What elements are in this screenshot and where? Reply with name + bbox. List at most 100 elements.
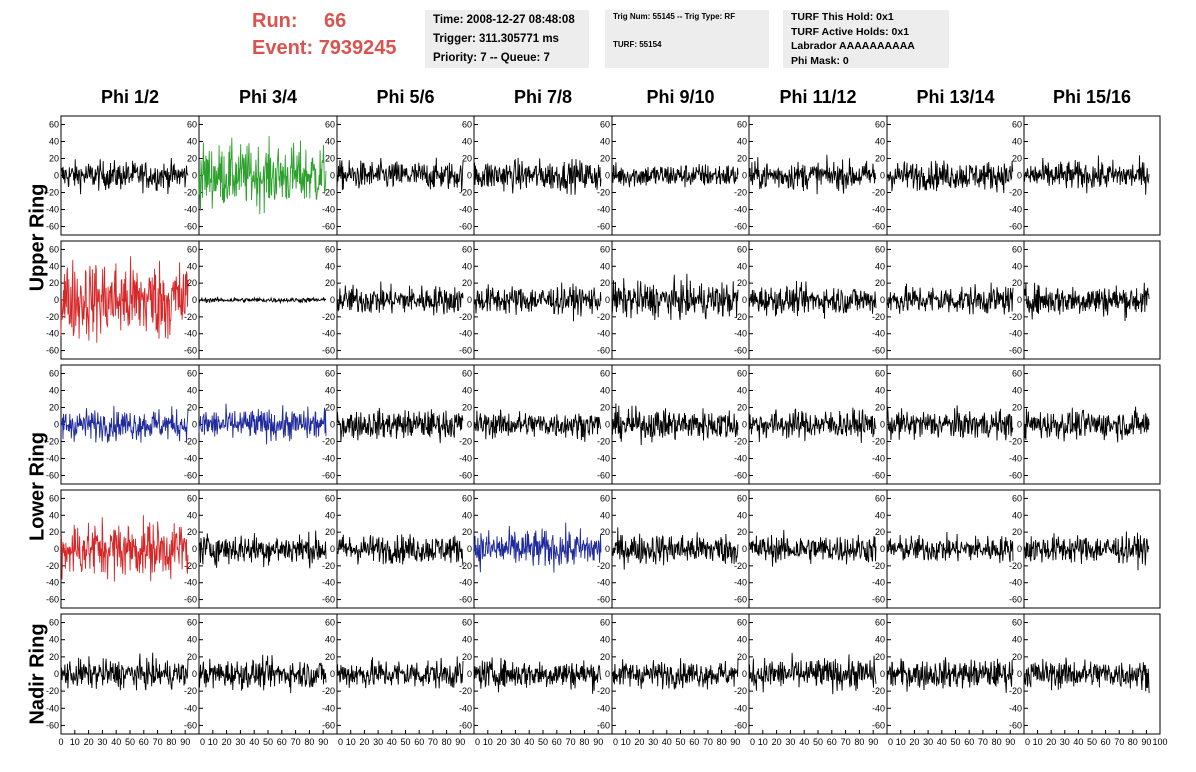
y-tick-label: -60: [1009, 346, 1022, 356]
y-tick-label: 60: [737, 618, 747, 628]
y-tick-label: 0: [54, 544, 59, 554]
y-tick-label: 20: [187, 403, 197, 413]
y-tick-label: -40: [322, 454, 335, 464]
x-tick-label: 10: [758, 737, 768, 747]
y-tick-label: -60: [597, 346, 610, 356]
column-header: Phi 3/4: [239, 87, 297, 107]
y-tick-label: -60: [46, 720, 59, 730]
y-tick-label: 0: [54, 669, 59, 679]
y-tick-label: 40: [737, 261, 747, 271]
y-tick-label: -60: [872, 222, 885, 232]
y-tick-label: 60: [187, 244, 197, 254]
y-tick-label: 40: [325, 261, 335, 271]
y-tick-label: 40: [49, 510, 59, 520]
waveform-trace: [60, 652, 189, 691]
y-tick-label: -40: [322, 703, 335, 713]
y-tick-label: 40: [1012, 261, 1022, 271]
y-tick-label: 0: [880, 669, 885, 679]
turf-hold-text: TURF This Hold: 0x1: [791, 11, 894, 23]
y-tick-label: -20: [459, 686, 472, 696]
y-tick-label: 0: [192, 295, 197, 305]
event-label: Event:: [252, 37, 314, 59]
y-tick-label: -20: [1009, 312, 1022, 322]
y-tick-label: -20: [597, 437, 610, 447]
y-tick-label: 20: [462, 154, 472, 164]
y-tick-label: 60: [187, 120, 197, 130]
x-tick-label: 0: [750, 737, 755, 747]
y-tick-label: 40: [737, 635, 747, 645]
y-tick-label: -40: [1009, 454, 1022, 464]
y-tick-label: 40: [1012, 635, 1022, 645]
y-tick-label: 20: [1012, 652, 1022, 662]
y-tick-label: 60: [49, 493, 59, 503]
y-tick-label: -60: [184, 595, 197, 605]
time-text: Time: 2008-12-27 08:48:08: [433, 14, 575, 26]
x-tick-label: 30: [97, 737, 107, 747]
x-tick-label: 80: [166, 737, 176, 747]
y-tick-label: 60: [1012, 493, 1022, 503]
y-tick-label: 60: [325, 493, 335, 503]
x-tick-label: 10: [1033, 737, 1043, 747]
y-tick-label: -60: [734, 471, 747, 481]
y-tick-label: 20: [737, 527, 747, 537]
y-tick-label: 20: [49, 403, 59, 413]
y-tick-label: 0: [742, 295, 747, 305]
waveform-trace: [886, 657, 1014, 693]
waveform-trace: [886, 531, 1014, 564]
panel-frame: [748, 115, 888, 236]
y-tick-label: -20: [1009, 188, 1022, 198]
y-tick-label: -20: [734, 437, 747, 447]
x-tick-label: 30: [648, 737, 658, 747]
y-tick-label: -60: [322, 346, 335, 356]
x-tick-label: 10: [621, 737, 631, 747]
x-tick-label: 10: [483, 737, 493, 747]
y-tick-label: 40: [1012, 510, 1022, 520]
column-header: Phi 9/10: [646, 87, 714, 107]
y-tick-label: -20: [322, 312, 335, 322]
y-tick-label: -40: [459, 703, 472, 713]
y-tick-label: 60: [600, 244, 610, 254]
x-tick-label: 20: [772, 737, 782, 747]
row-header: Lower Ring: [26, 432, 48, 541]
y-tick-label: 0: [605, 171, 610, 181]
y-tick-label: 20: [875, 278, 885, 288]
x-tick-label: 40: [249, 737, 259, 747]
y-tick-label: -60: [46, 595, 59, 605]
x-tick-label: 80: [579, 737, 589, 747]
y-tick-label: -60: [459, 720, 472, 730]
y-tick-label: -40: [46, 329, 59, 339]
y-tick-label: -60: [459, 471, 472, 481]
y-tick-label: 20: [49, 154, 59, 164]
y-tick-label: -40: [872, 205, 885, 215]
waveform-trace: [473, 522, 602, 573]
trigger-info-box: Trig Num: 55145 -- Trig Type: RF TURF: 5…: [605, 10, 769, 68]
x-tick-label: 20: [84, 737, 94, 747]
waveform-trace: [60, 405, 189, 443]
y-tick-label: -40: [734, 329, 747, 339]
y-tick-label: 0: [330, 544, 335, 554]
y-tick-label: 20: [49, 278, 59, 288]
y-tick-label: 20: [187, 652, 197, 662]
y-tick-label: -60: [597, 471, 610, 481]
y-tick-label: 20: [325, 403, 335, 413]
y-tick-label: -20: [1009, 437, 1022, 447]
x-tick-label: 40: [937, 737, 947, 747]
y-tick-label: -20: [597, 312, 610, 322]
y-tick-label: -60: [459, 222, 472, 232]
turf-info-box: TURF This Hold: 0x1 TURF Active Holds: 0…: [783, 10, 949, 68]
x-tick-label: 60: [552, 737, 562, 747]
waveform-trace: [748, 280, 877, 319]
y-tick-label: 40: [49, 635, 59, 645]
y-tick-label: -60: [322, 720, 335, 730]
x-tick-label: 50: [675, 737, 685, 747]
y-tick-label: -40: [597, 703, 610, 713]
y-tick-label: 0: [467, 420, 472, 430]
y-tick-label: -60: [1009, 222, 1022, 232]
y-tick-label: -40: [734, 205, 747, 215]
x-tick-label: 30: [373, 737, 383, 747]
y-tick-label: 60: [875, 120, 885, 130]
x-tick-label: 90: [1141, 737, 1151, 747]
y-tick-label: 40: [187, 137, 197, 147]
waveform-trace: [886, 282, 1014, 315]
y-tick-label: -40: [734, 703, 747, 713]
